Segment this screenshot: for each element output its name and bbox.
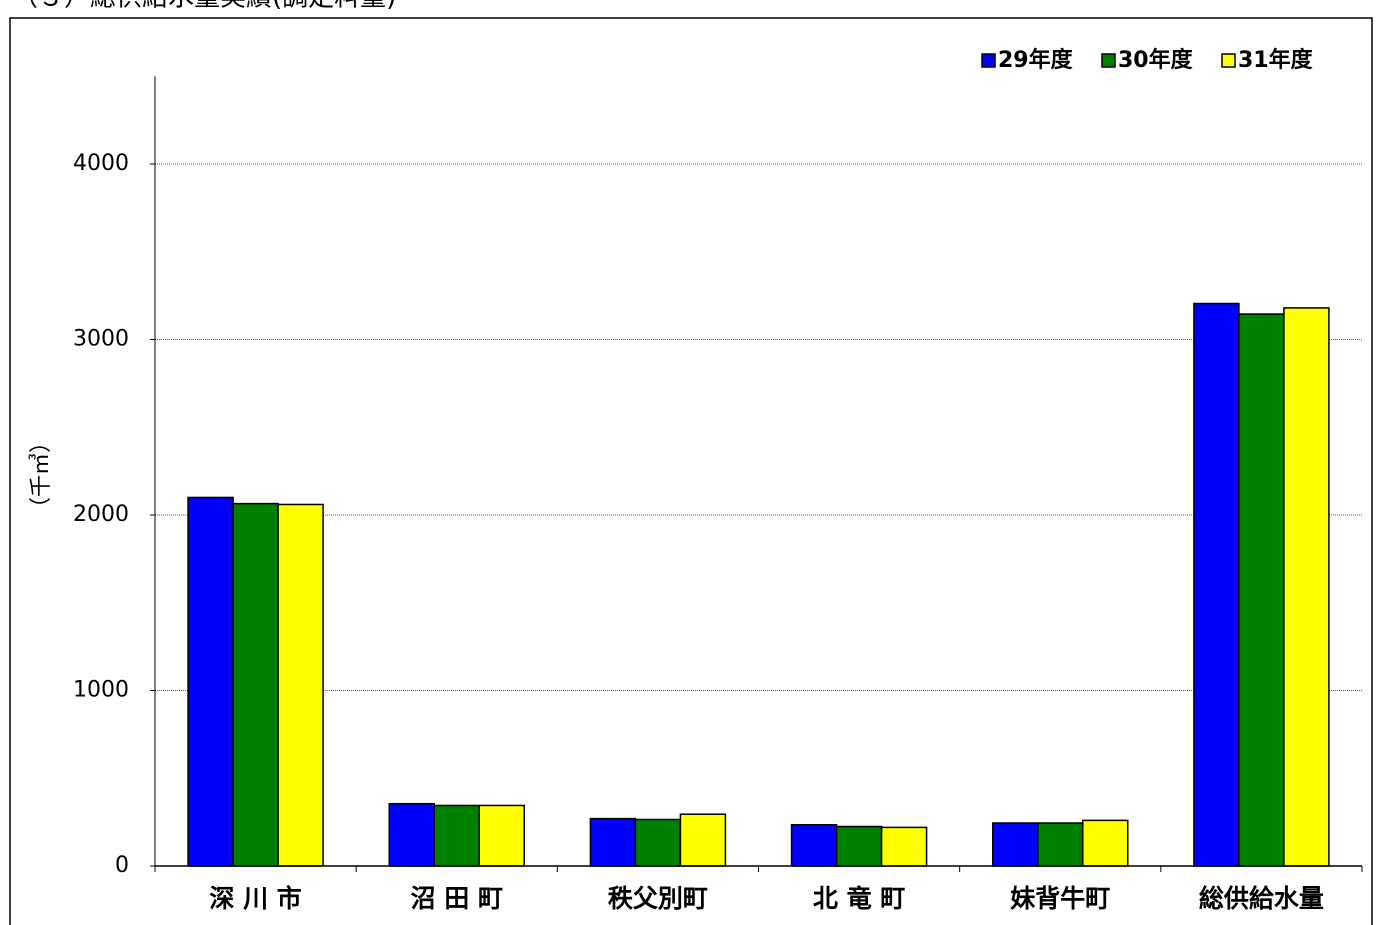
bar <box>1238 313 1285 867</box>
y-tick-label: 4000 <box>73 151 129 176</box>
bar <box>835 825 883 867</box>
bar <box>880 826 928 867</box>
legend-swatch <box>1101 53 1116 68</box>
y-tick-label: 2000 <box>73 502 129 527</box>
legend-swatch <box>981 53 996 68</box>
x-tick-label: 総供給水量 <box>1199 884 1324 913</box>
y-tick-label: 0 <box>115 853 129 878</box>
legend-label: 30年度 <box>1118 47 1194 73</box>
legend-label: 31年度 <box>1238 47 1314 73</box>
x-tick-label: 沼 田 町 <box>411 884 503 913</box>
x-tick-label: 深 川 市 <box>209 884 301 913</box>
bar <box>790 824 838 867</box>
chart-frame <box>9 17 1373 925</box>
y-axis-label: （千㎥） <box>28 431 54 519</box>
bar <box>679 813 727 867</box>
bar <box>1193 302 1240 867</box>
x-tick-label: 妹背牛町 <box>1010 884 1110 913</box>
bar <box>433 804 480 867</box>
chart-title: （３）総供給水量実績(調定料量) <box>12 0 396 13</box>
bar <box>187 496 234 867</box>
bar <box>589 817 637 867</box>
bar <box>992 822 1039 867</box>
y-tick-label: 1000 <box>73 678 129 703</box>
bar <box>478 804 525 867</box>
bar <box>1283 307 1330 867</box>
x-tick-label: 北 竜 町 <box>813 884 905 913</box>
legend-swatch <box>1221 53 1236 68</box>
bar <box>277 503 324 867</box>
bar <box>388 802 435 867</box>
bar <box>1037 822 1084 867</box>
bar <box>1082 819 1129 867</box>
bar <box>232 502 279 867</box>
bar <box>634 818 682 867</box>
x-tick-label: 秩父別町 <box>608 884 708 913</box>
legend-label: 29年度 <box>998 47 1074 73</box>
y-tick-label: 3000 <box>73 327 129 352</box>
